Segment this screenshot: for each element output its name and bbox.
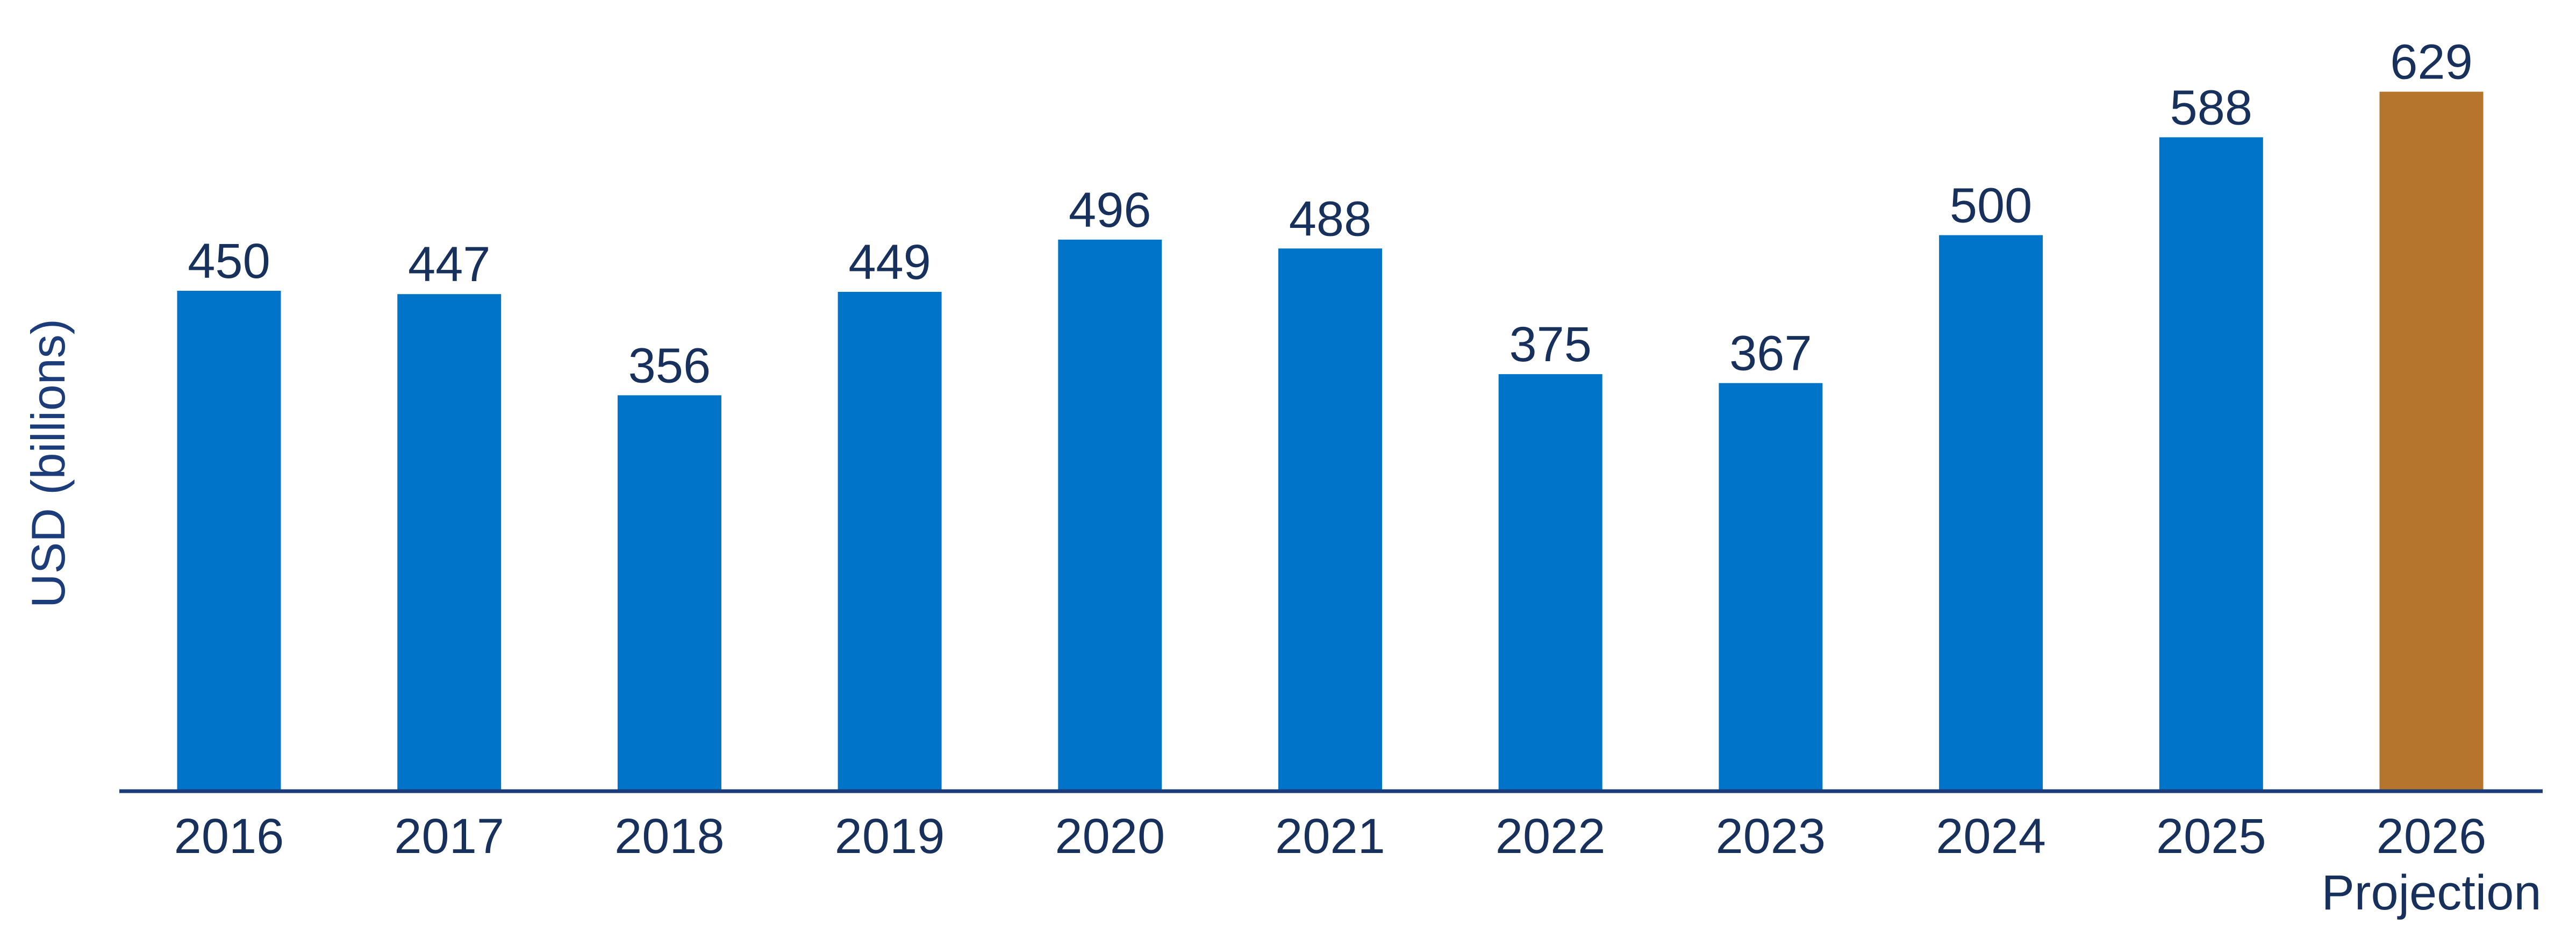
data-label-2016: 450 [188, 234, 270, 289]
y-axis-title: USD (billions) [22, 319, 75, 608]
data-label-2026: 629 [2390, 35, 2473, 90]
bar-2021 [1278, 248, 1382, 791]
data-label-2025: 588 [2170, 80, 2253, 135]
data-label-2019: 449 [848, 235, 931, 290]
x-tick-label-2020: 2020 [1055, 809, 1165, 864]
bar-2022 [1498, 374, 1602, 791]
bar-2024 [1939, 235, 2043, 791]
x-tick-label-2018: 2018 [614, 809, 725, 864]
bars-layer [177, 91, 2484, 792]
bar-2019 [838, 292, 942, 791]
bar-2017 [397, 294, 502, 791]
data-label-2024: 500 [1950, 178, 2033, 233]
x-tick-sublabel-2026: Projection [2321, 865, 2541, 920]
bar-2020 [1058, 239, 1162, 791]
x-tick-label-2022: 2022 [1495, 809, 1606, 864]
x-tick-label-2024: 2024 [1936, 809, 2046, 864]
data-label-2021: 488 [1289, 191, 1372, 246]
bar-2023 [1719, 383, 1823, 791]
data-label-2020: 496 [1069, 183, 1151, 238]
data-label-2023: 367 [1729, 326, 1812, 381]
data-label-2017: 447 [408, 237, 491, 292]
x-tick-label-2023: 2023 [1716, 809, 1826, 864]
x-tick-label-2016: 2016 [174, 809, 284, 864]
x-tick-label-2026: 2026 [2377, 809, 2487, 864]
x-tick-label-2025: 2025 [2156, 809, 2266, 864]
x-tick-label-2017: 2017 [394, 809, 504, 864]
x-tick-label-2019: 2019 [835, 809, 945, 864]
bar-2018 [617, 395, 721, 791]
x-tick-label-2021: 2021 [1275, 809, 1385, 864]
bar-2026 [2379, 91, 2484, 792]
bar-2016 [177, 291, 281, 791]
bar-2025 [2159, 137, 2263, 791]
x-tick-labels-layer: 2016 2017 2018 2019 2020 2021 2022 2023 2024 2025… [174, 809, 2542, 920]
data-label-2022: 375 [1509, 317, 1592, 372]
data-labels-layer: 450 447 356 449 496 488 375 367 500 588 629 [188, 35, 2473, 393]
data-label-2018: 356 [628, 338, 711, 393]
